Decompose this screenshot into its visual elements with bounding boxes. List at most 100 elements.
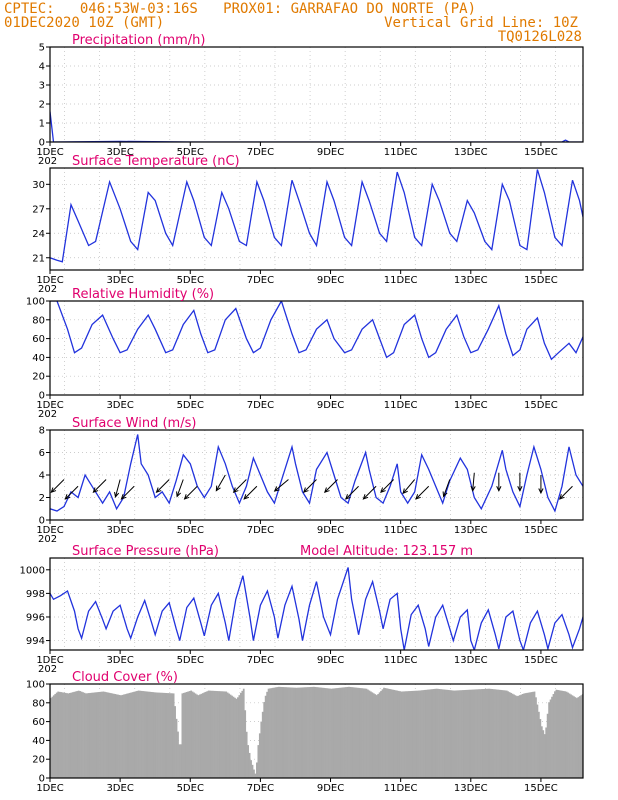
wind-vector [50, 479, 65, 493]
x-tick-label: 5DEC [177, 525, 204, 536]
wind-vector [363, 485, 377, 500]
pressure-panel: 994 996 998 1000 1DEC 3DEC 5DEC 7DEC 9DEC 11DEC 13… [20, 544, 584, 675]
cloud-cover-bar [127, 693, 130, 778]
cloud-cover-bar [257, 745, 260, 778]
y-tick-label: 30 [32, 180, 45, 191]
cloud-cover-bar [334, 688, 337, 778]
cloud-cover-bar [504, 690, 507, 778]
cloud-cover-bar [554, 691, 556, 778]
cloud-cover-bar [482, 689, 485, 778]
cloud-cover-bar [190, 690, 193, 778]
x-tick-label: 15DEC [524, 525, 558, 536]
x-tick-label: 9DEC [317, 655, 344, 666]
wind-vector [274, 479, 289, 492]
cloud-cover-bar [289, 687, 292, 778]
wind-vector-head [323, 487, 330, 494]
wind-vector [184, 485, 198, 500]
cloud-cover-bar [374, 694, 377, 778]
cloud-cover-bar [200, 693, 203, 778]
wind-series-line [50, 434, 583, 513]
cloud-cover-bar [434, 688, 437, 778]
cloud-cover-bar [329, 688, 331, 778]
wind-vector-head [496, 486, 502, 492]
y-tick-label: 20 [32, 372, 45, 383]
cloud-cover-bar [492, 689, 495, 778]
cloud-cover-bar [320, 687, 323, 778]
cloud-cover-bar [292, 687, 295, 778]
cloud-cover-bar [535, 697, 537, 778]
cloud-cover-bar [403, 691, 406, 778]
cloud-cover-bar [201, 693, 204, 778]
cloud-cover-bar [497, 689, 499, 778]
x-tick-label: 9DEC [317, 147, 344, 158]
cloud-cover-bar [89, 692, 92, 778]
x-tick-label: 15DEC [524, 783, 558, 794]
cloud-cover-bar [125, 693, 128, 778]
precipitation-title: Precipitation (mm/h) [72, 33, 205, 48]
cloud-cover-bar [545, 727, 548, 778]
x-tick-label: 11DEC [384, 147, 418, 158]
cloud-cover-bar [516, 696, 518, 778]
cloud-cover-bar [500, 689, 502, 778]
cloud-cover-bar [349, 686, 352, 778]
precipitation-series-line [50, 111, 583, 142]
humidity-panel: 0 20 40 60 80 100 1DEC 3DEC 5DEC 7DEC 9DEC 11DEC 13D… [26, 287, 584, 420]
cloud-cover-bar [210, 690, 213, 778]
cloud-cover-bar [248, 752, 251, 778]
cloud-cover-bar [166, 693, 169, 778]
cloud-cover-bar [467, 689, 470, 778]
humidity-vertical-grid [64, 301, 556, 395]
wind-horizontal-grid [50, 429, 583, 521]
cloud-cover-bar [90, 692, 93, 778]
cloud-cover-bar [293, 687, 296, 778]
x-tick-label: 11DEC [384, 400, 418, 411]
wind-vector-head [64, 494, 71, 500]
x-tick-label: 1DEC [36, 525, 63, 536]
cloud-cover-bar [109, 693, 112, 778]
cloud-cover-bar [161, 692, 163, 778]
cloud-cover-bar [435, 688, 438, 778]
cloud-cover-bar [239, 693, 242, 778]
temperature-series-line [50, 169, 583, 263]
wind-vector [345, 485, 359, 500]
wind-vector [233, 479, 247, 493]
x-tick-label: 1DEC [36, 655, 63, 666]
cloud-cover-bar [180, 744, 182, 778]
cloud-cover-bar [266, 691, 269, 778]
cloud-cover-bar [445, 689, 448, 778]
cloud-cover-title: Cloud Cover (%) [72, 670, 178, 685]
cloud-cover-bar [302, 687, 305, 778]
cloud-cover-bar [573, 696, 575, 778]
cloud-cover-bar [450, 690, 453, 778]
wind-vector-head [470, 485, 476, 492]
cloud-cover-bar [74, 691, 77, 778]
y-tick-label: 998 [26, 589, 45, 600]
cloud-cover-bar [539, 719, 542, 778]
x-tick-label: 1DEC [36, 783, 63, 794]
cloud-cover-bar [197, 695, 200, 778]
cloud-cover-bar [514, 695, 517, 778]
cloud-cover-bar [476, 689, 479, 778]
wind-vector-head [215, 485, 221, 492]
temperature-title: Surface Temperature (nC) [72, 154, 240, 169]
cloud-cover-bar [394, 690, 397, 778]
cloud-cover-bar [521, 693, 524, 778]
cloud-cover-bar [229, 694, 232, 778]
cloud-cover-bar [555, 689, 558, 778]
cloud-cover-bar [269, 688, 271, 778]
x-tick-label: 5DEC [177, 655, 204, 666]
header-grid-line-note: Vertical Grid Line: 10Z [384, 15, 578, 31]
cloud-cover-bar [571, 695, 574, 778]
cloud-cover-bar [286, 687, 289, 778]
cloud-cover-bar [66, 693, 68, 778]
cloud-cover-bar [146, 691, 149, 778]
cloud-cover-bar [117, 694, 119, 778]
cloud-cover-bar [301, 687, 304, 778]
cloud-cover-bar [413, 690, 416, 778]
cloud-cover-bar [540, 726, 543, 778]
cloud-cover-bar [86, 693, 89, 778]
wind-vector-head [92, 487, 99, 494]
cloud-cover-bar [402, 691, 404, 778]
cloud-cover-bar [175, 718, 178, 778]
wind-vector-head [50, 487, 57, 494]
